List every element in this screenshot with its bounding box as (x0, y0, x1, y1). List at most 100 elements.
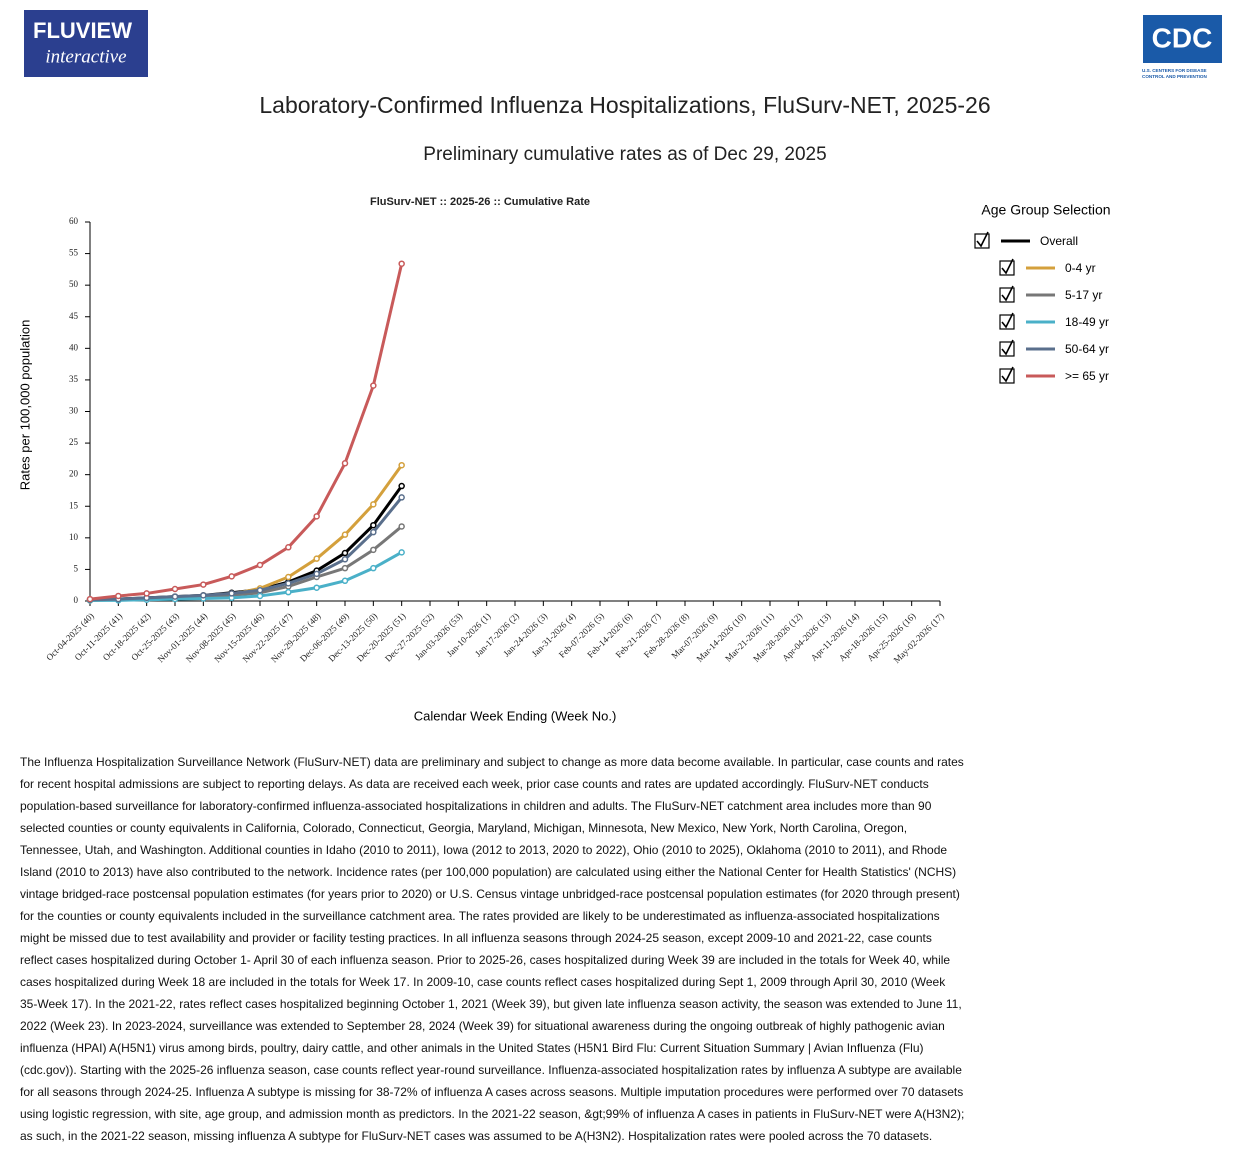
data-point (341, 531, 349, 538)
legend-check[interactable] (1001, 258, 1014, 275)
data-point (256, 592, 264, 600)
data-point (313, 570, 320, 578)
data-point (285, 580, 292, 587)
cdc-sub: U.S. CENTERS FOR DISEASE (1142, 68, 1207, 73)
chart-title: FluSurv-NET :: 2025-26 :: Cumulative Rat… (370, 196, 590, 208)
data-point (285, 544, 292, 551)
y-tick-label: 25 (69, 437, 79, 447)
x-tick-label: Mar-21-2026 (11) (723, 611, 776, 664)
series-line (89, 263, 404, 601)
x-tick-label: Dec-13-2025 (50) (326, 611, 379, 664)
x-tick-label: Dec-27-2025 (52) (383, 611, 436, 664)
data-point (200, 592, 207, 599)
x-tick-label: Oct-04-2025 (40) (44, 611, 96, 663)
y-tick-label: 60 (69, 216, 79, 226)
logo-light: VIEW (76, 18, 132, 43)
x-tick-label: Dec-06-2025 (49) (298, 611, 351, 664)
y-axis-label: Rates per 100,000 population (17, 320, 32, 491)
cdc-text: CDC (1152, 22, 1213, 53)
data-point (200, 581, 207, 588)
data-point (341, 549, 349, 557)
x-tick-label: Nov-08-2025 (45) (184, 611, 238, 665)
y-tick-label: 15 (69, 500, 79, 510)
data-point (313, 513, 320, 520)
series-line (90, 551, 403, 602)
data-point (398, 523, 405, 530)
data-point (256, 561, 264, 569)
legend-check[interactable] (1001, 339, 1014, 356)
legend-label[interactable]: 18-49 yr (1065, 315, 1109, 329)
data-point (341, 460, 349, 467)
x-tick-label: Nov-29-2025 (48) (269, 611, 323, 665)
y-tick-label: 10 (69, 532, 79, 542)
data-point (341, 564, 349, 572)
y-tick-label: 40 (69, 342, 79, 352)
x-tick-label: Nov-15-2025 (46) (212, 611, 266, 665)
legend-label[interactable]: 0-4 yr (1065, 261, 1096, 275)
x-axis-label: Calendar Week Ending (Week No.) (414, 708, 617, 723)
data-point (370, 501, 377, 508)
legend-label[interactable]: 50-64 yr (1065, 342, 1109, 356)
page-title: Laboratory-Confirmed Influenza Hospitali… (259, 92, 990, 118)
data-point (398, 549, 405, 556)
data-point (398, 461, 405, 469)
data-point (370, 546, 377, 554)
data-point (285, 573, 292, 581)
logo-sub: interactive (45, 46, 126, 67)
data-point (171, 593, 179, 600)
x-tick-label: Mar-28-2026 (12) (751, 611, 804, 664)
cdc-logo (1143, 15, 1222, 63)
data-point (398, 260, 405, 267)
series-line (89, 525, 403, 602)
data-point (313, 555, 320, 562)
data-point (370, 521, 377, 529)
page-subtitle: Preliminary cumulative rates as of Dec 2… (423, 144, 826, 165)
y-tick-label: 50 (69, 279, 79, 289)
legend-check[interactable] (1001, 285, 1014, 302)
data-point (115, 592, 122, 600)
y-tick-label: 0 (74, 595, 79, 605)
legend-check[interactable] (976, 231, 989, 248)
logo-text: FLUVIEW (33, 18, 132, 43)
data-point (341, 577, 349, 585)
series-line (89, 496, 403, 602)
x-tick-label: Nov-22-2025 (47) (241, 611, 295, 665)
data-point (370, 382, 377, 389)
cdc-sub: CONTROL AND PREVENTION (1142, 74, 1208, 79)
fluview-logo (24, 10, 148, 77)
y-tick-label: 5 (74, 563, 79, 573)
data-point (370, 528, 377, 536)
legend-title: Age Group Selection (981, 202, 1110, 218)
data-point (228, 590, 235, 597)
data-point (398, 494, 405, 501)
y-tick-label: 30 (69, 406, 79, 416)
x-tick-label: May-02-2026 (17) (892, 611, 946, 665)
legend-label[interactable]: 5-17 yr (1065, 288, 1102, 302)
data-point (341, 556, 349, 563)
y-tick-label: 45 (69, 311, 79, 321)
data-point (171, 585, 179, 593)
data-point (313, 584, 320, 591)
data-point (370, 564, 377, 572)
chart: FLUVIEW interactive CDC U.S. CENTERS FOR… (17, 10, 1222, 723)
legend-label[interactable]: >= 65 yr (1065, 369, 1109, 383)
data-point (256, 587, 264, 594)
logo-bold: FLU (33, 18, 76, 43)
y-tick-label: 35 (69, 374, 79, 384)
data-point (228, 573, 235, 580)
series-line (89, 464, 403, 602)
data-point (398, 482, 405, 490)
y-tick-label: 55 (69, 248, 79, 258)
series-line (89, 485, 403, 602)
data-point (143, 590, 150, 597)
legend-check[interactable] (1001, 312, 1014, 329)
x-tick-label: Mar-14-2026 (10) (694, 611, 747, 664)
data-point (86, 595, 94, 603)
x-tick-label: Dec-20-2025 (51) (355, 611, 408, 664)
y-tick-label: 20 (69, 469, 79, 479)
legend-label[interactable]: Overall (1040, 234, 1078, 248)
legend-check[interactable] (1001, 366, 1014, 383)
x-tick-label: Nov-01-2025 (44) (156, 611, 210, 665)
note: The Influenza Hospitalization Surveillan… (20, 755, 965, 1143)
